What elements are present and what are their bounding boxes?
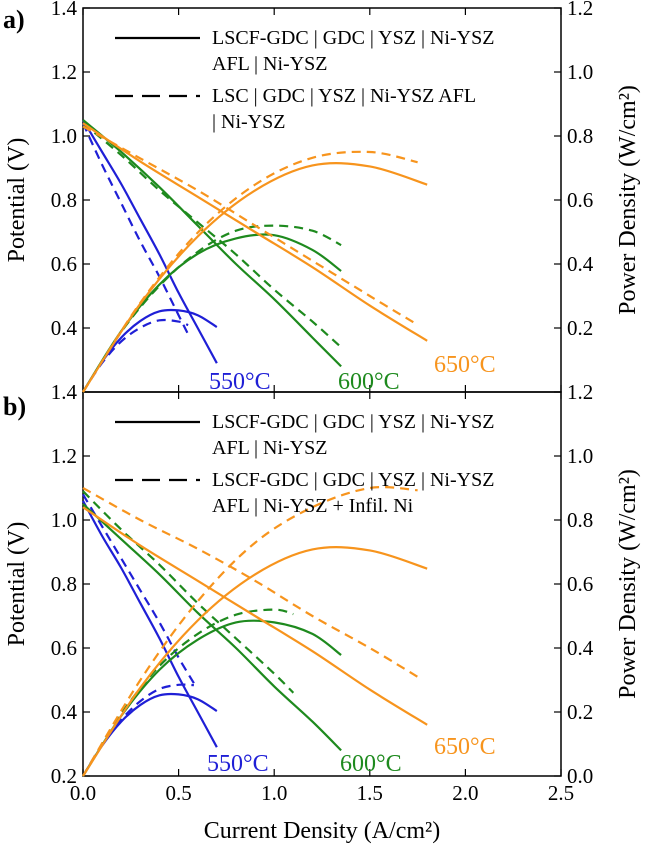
y-tick-label: 1.2	[51, 444, 77, 468]
panel-a-potential-curve-550-dashed	[82, 122, 190, 335]
panel-a-power-curve-650-dashed	[82, 150, 418, 393]
panel-b-potential-curve-600-dashed	[82, 490, 295, 694]
legend-entry-text: LSCF-GDC | GDC | YSZ | Ni-YSZ	[212, 27, 494, 49]
panel-a-potential-curve-650-dashed	[82, 125, 419, 326]
legend-entry-text: AFL | Ni-YSZ + Infil. Ni	[212, 495, 414, 517]
y2-tick-label: 0.8	[567, 124, 593, 148]
y-tick-label: 1.0	[51, 124, 77, 148]
panel-a-right-axis-label: Power Density (W/cm²)	[615, 85, 641, 315]
legend-layer: LSCF-GDC | GDC | YSZ | Ni-YSZ AFL | Ni-YS…	[115, 27, 494, 517]
y2-tick-label: 1.2	[567, 0, 593, 20]
y-tick-label: 0.2	[51, 764, 77, 788]
legend-entry-text: LSC | GDC | YSZ | Ni-YSZ AFL	[212, 85, 476, 107]
panel-a-potential-curve-650-solid	[82, 122, 428, 342]
y-tick-label: 0.4	[51, 316, 78, 340]
panel-b-potential-curve-550-dashed	[82, 493, 195, 684]
legend-entry-text: LSCF-GDC | GDC | YSZ | Ni-YSZ	[212, 469, 494, 491]
panel-b-power-curve-650-solid	[82, 546, 428, 777]
y-tick-label: 0.6	[51, 636, 77, 660]
y2-tick-label: 1.2	[567, 380, 593, 404]
legend-entry-text: | Ni-YSZ	[212, 111, 285, 133]
x-tick-label: 2.0	[452, 781, 478, 805]
panel-b-power-curve-600-dashed	[82, 608, 294, 777]
y-tick-label: 1.4	[51, 380, 78, 404]
panel-a-label-650: 650°C	[434, 352, 496, 378]
panel-b-power-curve-550-dashed	[82, 683, 194, 777]
y-tick-label: 0.8	[51, 188, 77, 212]
y2-tick-label: 0.2	[567, 316, 593, 340]
y-tick-label: 1.2	[51, 60, 77, 84]
panel-a-label-600: 600°C	[338, 369, 400, 395]
panel-b-label-650: 650°C	[434, 734, 496, 760]
panel-b-potential-curve-650-solid	[82, 506, 428, 726]
panel-a-left-axis-label: Potential (V)	[4, 138, 30, 263]
curve-layer	[82, 119, 428, 777]
panel-b-label-600: 600°C	[340, 751, 402, 777]
panel-b-left-axis-label: Potential (V)	[4, 522, 30, 647]
y-tick-label: 0.6	[51, 252, 77, 276]
x-tick-label: 1.5	[357, 781, 383, 805]
panel-b-potential-curve-550-solid	[82, 500, 218, 748]
x-tick-label: 1.0	[261, 781, 287, 805]
y2-tick-label: 1.0	[567, 444, 593, 468]
legend-entry-text: LSCF-GDC | GDC | YSZ | Ni-YSZ	[212, 411, 494, 433]
legend-entry-text: AFL | Ni-YSZ	[212, 437, 328, 459]
panel-a-power-curve-550-dashed	[82, 318, 189, 393]
panel-a-power-curve-650-solid	[82, 162, 428, 393]
panel-a-label: a)	[3, 5, 25, 34]
panel-a-power-curve-600-dashed	[82, 224, 342, 393]
y2-tick-label: 0.8	[567, 508, 593, 532]
panel-b-right-axis-label: Power Density (W/cm²)	[615, 469, 641, 699]
y-tick-label: 1.0	[51, 508, 77, 532]
panel-b-potential-curve-650-dashed	[82, 487, 419, 678]
panel-b-power-curve-650-dashed	[82, 486, 418, 777]
panel-a-potential-curve-600-dashed	[82, 122, 342, 349]
x-tick-label: 2.5	[548, 781, 574, 805]
x-tick-label: 0.5	[165, 781, 191, 805]
panel-b-label: b)	[3, 392, 26, 421]
y-tick-label: 0.4	[51, 700, 78, 724]
legend-entry-text: AFL | Ni-YSZ	[212, 53, 328, 75]
y-tick-label: 1.4	[51, 0, 78, 20]
y2-tick-label: 0.0	[567, 764, 593, 788]
panel-b-label-550: 550°C	[207, 751, 269, 777]
y2-tick-label: 0.4	[567, 252, 594, 276]
panel-a-label-550: 550°C	[209, 369, 271, 395]
y2-tick-label: 1.0	[567, 60, 593, 84]
y2-tick-label: 0.4	[567, 636, 594, 660]
y2-tick-label: 0.2	[567, 700, 593, 724]
tick-layer: 1.41.21.00.80.60.41.21.00.80.60.40.20.0 0…	[51, 0, 594, 805]
y2-tick-label: 0.6	[567, 572, 593, 596]
x-tick-label: 0.0	[70, 781, 96, 805]
y2-tick-label: 0.6	[567, 188, 593, 212]
x-axis-label: Current Density (A/cm²)	[204, 818, 440, 844]
panel-b-power-curve-550-solid	[82, 692, 218, 777]
panel-a-potential-curve-550-solid	[82, 119, 218, 364]
y-tick-label: 0.8	[51, 572, 77, 596]
